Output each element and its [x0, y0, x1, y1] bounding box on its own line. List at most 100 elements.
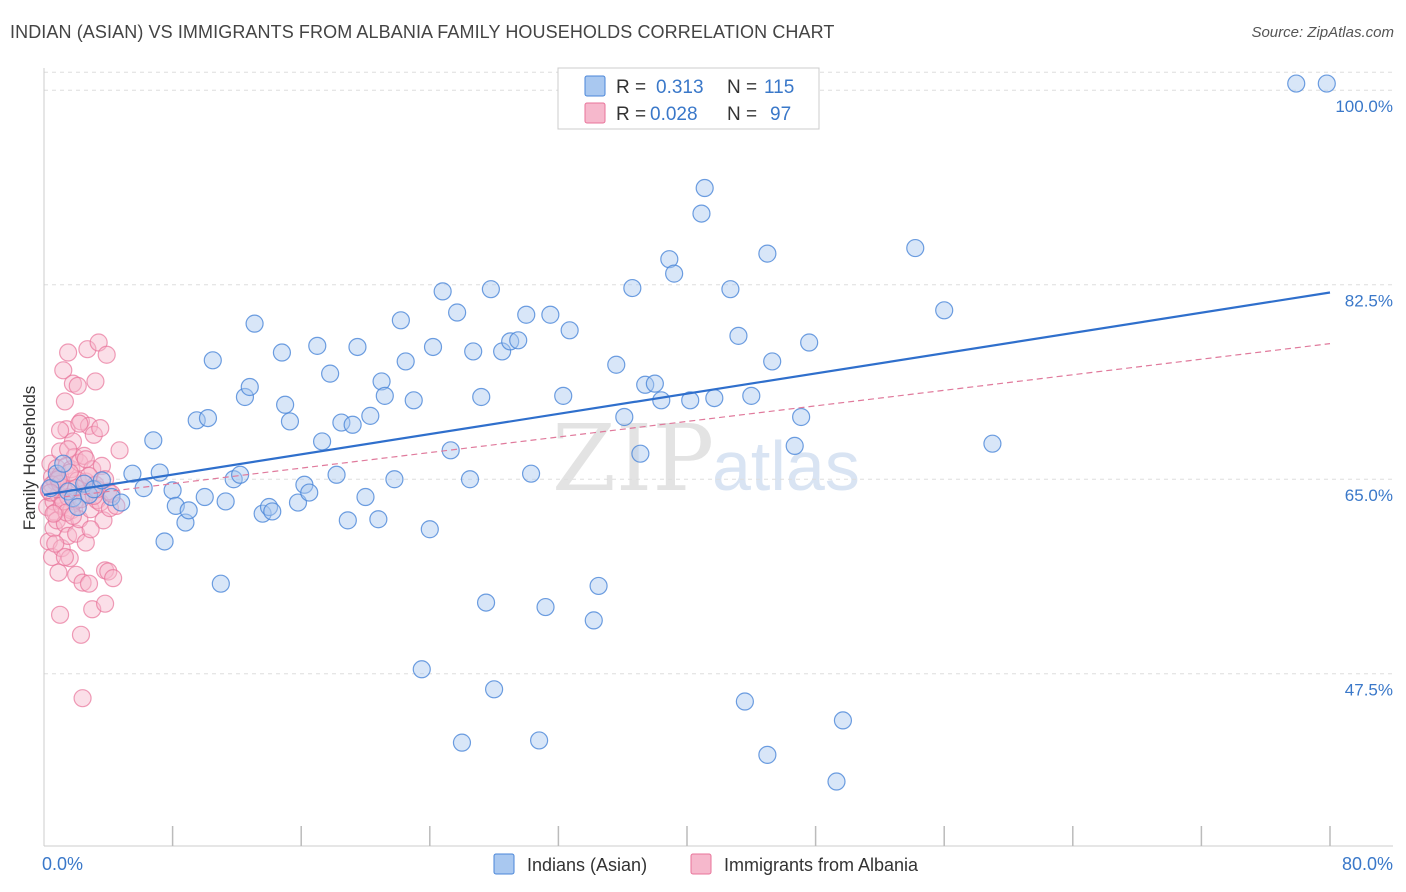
albania-point: [50, 605, 70, 624]
albania-point: [60, 463, 79, 482]
x-tick-labels: 0.0% 80.0%: [42, 854, 1393, 874]
indians-point: [68, 497, 87, 517]
indians-point: [391, 311, 410, 330]
indians-point: [448, 303, 467, 322]
legend-r-label-blue: R =: [616, 77, 646, 98]
albania-point: [73, 689, 92, 708]
albania-point: [63, 506, 83, 526]
legend-r-value-blue: 0.313: [656, 77, 704, 98]
albania-point: [55, 392, 74, 411]
legend-swatch-pink: [584, 102, 606, 124]
indians-point: [758, 244, 777, 263]
indians-point: [560, 321, 579, 340]
albania-point: [44, 504, 63, 523]
indians-point: [530, 731, 549, 750]
indians-point: [396, 352, 415, 371]
indians-point: [308, 336, 327, 355]
bottom-legend-swatch-blue: [493, 853, 515, 875]
indians-point: [216, 492, 235, 511]
indians-point: [361, 406, 380, 425]
indians-point: [412, 660, 431, 679]
indians-point: [356, 487, 375, 507]
indians-point: [332, 413, 351, 432]
indians-point: [833, 711, 853, 730]
indians-point: [452, 733, 472, 752]
legend-n-label-blue: N =: [727, 77, 757, 98]
series-legend: Indians (Asian) Immigrants from Albania: [493, 853, 919, 875]
indians-point: [517, 305, 536, 324]
indians-point: [343, 415, 362, 434]
indians-point: [375, 386, 394, 405]
indians-point: [123, 464, 142, 483]
y-axis-label: Family Households: [20, 386, 39, 531]
indians-point: [665, 264, 684, 283]
indians-point: [652, 391, 671, 410]
indians-point: [615, 407, 634, 427]
axes: [43, 68, 1393, 847]
albania-point: [49, 563, 68, 582]
indians-point: [607, 355, 626, 374]
albania-point: [110, 441, 129, 460]
albania-point: [84, 425, 103, 444]
indians-point: [144, 431, 163, 450]
indians-point: [584, 611, 603, 630]
indians-point: [102, 487, 121, 507]
indians-point: [372, 372, 391, 391]
indians-point: [695, 178, 714, 198]
legend-n-label-pink: N =: [727, 104, 757, 125]
indians-point: [369, 510, 388, 529]
indians-point: [179, 501, 198, 520]
indians-point: [906, 238, 925, 258]
albania-point: [46, 534, 65, 553]
indians-point: [983, 434, 1002, 453]
albania-point: [78, 340, 97, 359]
indians-point: [785, 436, 804, 455]
indians-point: [300, 483, 319, 502]
indians-point: [245, 314, 264, 333]
indians-point: [272, 343, 292, 362]
indians-point: [631, 444, 650, 463]
indians-point: [792, 407, 811, 427]
legend-r-value-pink: 0.028: [650, 104, 698, 125]
indians-point: [763, 352, 782, 371]
watermark-atlas: atlas: [712, 427, 860, 505]
series-albania-points: [38, 333, 129, 708]
indians-point: [758, 745, 777, 764]
indians-point: [163, 481, 182, 500]
indians-point: [211, 574, 230, 593]
indians-point: [112, 493, 131, 512]
indians-point: [509, 331, 528, 350]
indians-point: [79, 485, 99, 504]
indians-point: [476, 593, 496, 612]
albania-point: [81, 520, 100, 539]
x-tick-label: 0.0%: [42, 854, 83, 874]
albania-point: [73, 573, 92, 592]
indians-point: [623, 278, 642, 298]
indians-point: [735, 692, 754, 711]
albania-point: [76, 450, 95, 469]
indians-point: [460, 470, 480, 489]
indians-point: [541, 305, 560, 324]
indians-point: [348, 337, 367, 357]
albania-point: [97, 345, 116, 364]
indians-point: [589, 576, 608, 596]
indians-point: [645, 374, 664, 393]
x-tick-label: 80.0%: [1342, 854, 1393, 874]
indians-point: [423, 337, 443, 357]
albania-point: [91, 419, 110, 438]
indians-point: [280, 412, 300, 431]
indians-point: [385, 470, 404, 489]
indians-point: [636, 375, 655, 394]
indians-point: [338, 511, 357, 530]
indians-point: [660, 250, 679, 269]
y-tick-labels: 47.5% 65.0% 82.5% 100.0%: [1335, 97, 1393, 700]
albania-point: [76, 533, 95, 552]
indians-point: [536, 597, 555, 617]
stats-legend: R = 0.313 N = 115 R = 0.028 N = 97: [557, 67, 820, 130]
indians-point: [321, 364, 340, 383]
legend-r-label-pink: R =: [616, 104, 646, 125]
albania-point: [92, 456, 111, 475]
indians-point: [231, 465, 250, 484]
indians-trend-line: [43, 291, 1331, 496]
